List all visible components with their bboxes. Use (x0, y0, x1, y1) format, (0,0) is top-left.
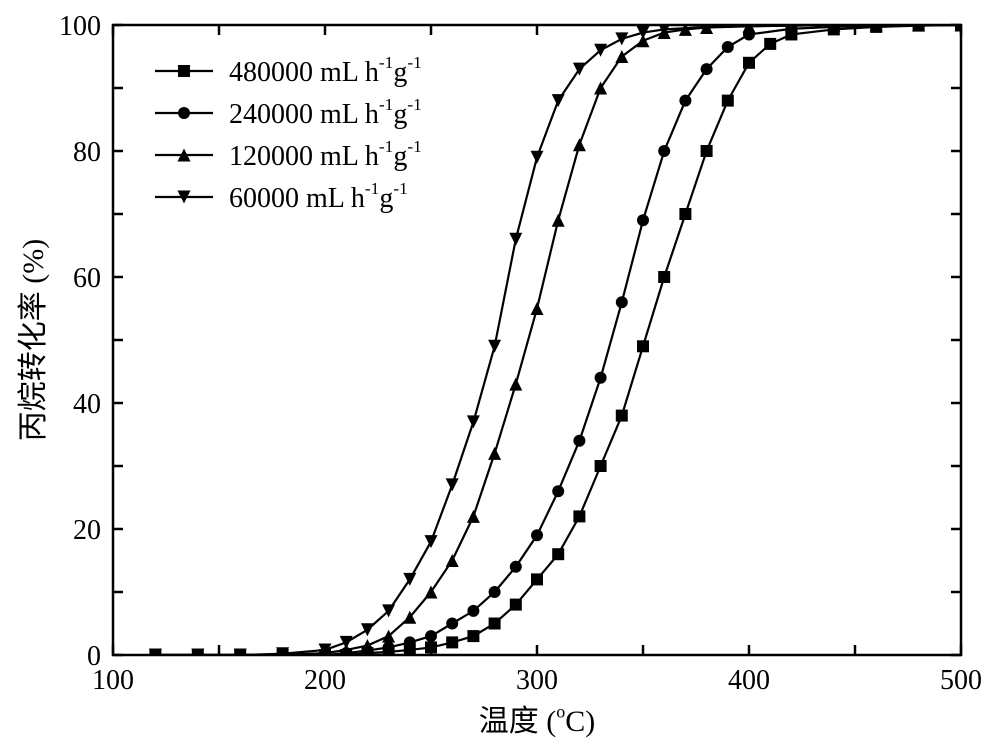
legend-marker (178, 65, 190, 77)
marker (658, 271, 670, 283)
marker (785, 28, 797, 40)
marker (595, 372, 607, 384)
marker (701, 63, 713, 75)
ytick-label: 0 (87, 641, 101, 672)
xtick-label: 400 (728, 665, 770, 696)
legend-label: 60000 mL h-1g-1 (229, 179, 408, 214)
xtick-label: 500 (940, 665, 982, 696)
marker (616, 296, 628, 308)
ytick-label: 40 (73, 389, 101, 420)
legend-label: 480000 mL h-1g-1 (229, 53, 422, 88)
marker (531, 529, 543, 541)
marker (573, 435, 585, 447)
marker (531, 573, 543, 585)
marker (679, 208, 691, 220)
marker (679, 95, 691, 107)
y-axis-label: 丙烷转化率 (%) (17, 239, 50, 441)
marker (446, 618, 458, 630)
marker (510, 599, 522, 611)
marker (510, 561, 522, 573)
marker (425, 630, 437, 642)
marker (552, 548, 564, 560)
ytick-label: 100 (59, 11, 101, 42)
marker (658, 145, 670, 157)
marker (595, 460, 607, 472)
figure: 100200300400500020406080100温度 (oC)丙烷转化率 … (0, 0, 1000, 743)
legend-label: 120000 mL h-1g-1 (229, 137, 422, 172)
marker (552, 485, 564, 497)
chart-svg: 100200300400500020406080100温度 (oC)丙烷转化率 … (0, 0, 1000, 743)
marker (446, 636, 458, 648)
xtick-label: 200 (304, 665, 346, 696)
marker (467, 605, 479, 617)
marker (467, 630, 479, 642)
ytick-label: 60 (73, 263, 101, 294)
marker (764, 38, 776, 50)
ytick-label: 80 (73, 137, 101, 168)
marker (722, 41, 734, 53)
marker (616, 410, 628, 422)
marker (573, 510, 585, 522)
ytick-label: 20 (73, 515, 101, 546)
xtick-label: 300 (516, 665, 558, 696)
plot-bg (0, 0, 1000, 743)
legend-marker (178, 107, 190, 119)
legend-label: 240000 mL h-1g-1 (229, 95, 422, 130)
marker (637, 340, 649, 352)
marker (489, 618, 501, 630)
marker (489, 586, 501, 598)
marker (701, 145, 713, 157)
marker (743, 57, 755, 69)
marker (637, 214, 649, 226)
x-axis-label: 温度 (oC) (479, 702, 596, 739)
marker (722, 95, 734, 107)
